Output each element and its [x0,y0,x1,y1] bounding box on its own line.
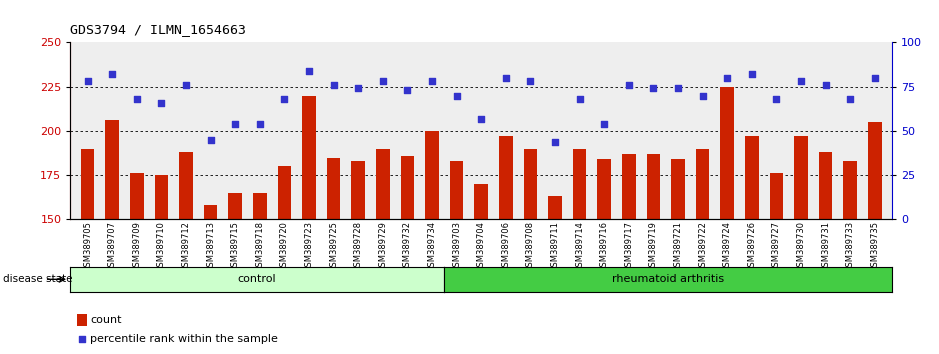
Bar [671,159,685,219]
Point [842,96,857,102]
Point [340,256,355,261]
Bar [524,149,537,219]
Point [572,96,587,102]
Point [499,75,514,81]
Point [400,87,415,93]
Bar [745,136,759,219]
Point [868,75,883,81]
Bar [155,175,168,219]
Bar [720,87,734,219]
Text: percentile rank within the sample: percentile rank within the sample [90,334,278,344]
Point [105,72,120,77]
Bar [474,184,488,219]
Point [424,79,439,84]
Point [719,75,734,81]
Point [695,93,710,98]
Bar [179,152,192,219]
Point [277,96,292,102]
Point [80,79,95,84]
Bar [228,193,242,219]
Bar [77,314,86,326]
Bar [647,154,660,219]
Bar [401,156,414,219]
Bar [131,173,144,219]
Text: disease state: disease state [3,274,72,284]
Bar [622,154,636,219]
Text: GDS3794 / ILMN_1654663: GDS3794 / ILMN_1654663 [70,23,246,36]
Point [228,121,243,127]
Point [376,79,391,84]
Point [351,86,366,91]
Point [769,96,784,102]
Bar [548,196,562,219]
Point [646,86,661,91]
Bar [843,161,857,219]
Text: count: count [90,315,122,325]
Point [130,96,145,102]
Bar [425,131,439,219]
Bar [499,136,513,219]
Point [253,121,268,127]
Bar [204,205,218,219]
Bar [254,193,267,219]
Bar [597,159,611,219]
Bar [278,166,291,219]
Text: control: control [238,274,276,284]
Bar [819,152,832,219]
Point [523,79,538,84]
Bar [573,149,586,219]
Point [301,68,316,74]
Bar [81,149,95,219]
Bar [450,161,464,219]
Bar [105,120,119,219]
Bar [327,158,341,219]
Text: rheumatoid arthritis: rheumatoid arthritis [612,274,724,284]
Bar [302,96,316,219]
Point [818,82,833,88]
Point [793,79,808,84]
Point [154,100,169,105]
Point [203,137,218,143]
Point [745,72,760,77]
Point [596,121,611,127]
Point [622,82,637,88]
Point [326,82,341,88]
Point [547,139,562,144]
Bar [696,149,709,219]
Bar [377,149,390,219]
Point [449,93,464,98]
Bar [770,173,783,219]
Bar [794,136,808,219]
Bar [868,122,882,219]
Bar [351,161,365,219]
Point [473,116,488,121]
Point [178,82,193,88]
Point [670,86,685,91]
